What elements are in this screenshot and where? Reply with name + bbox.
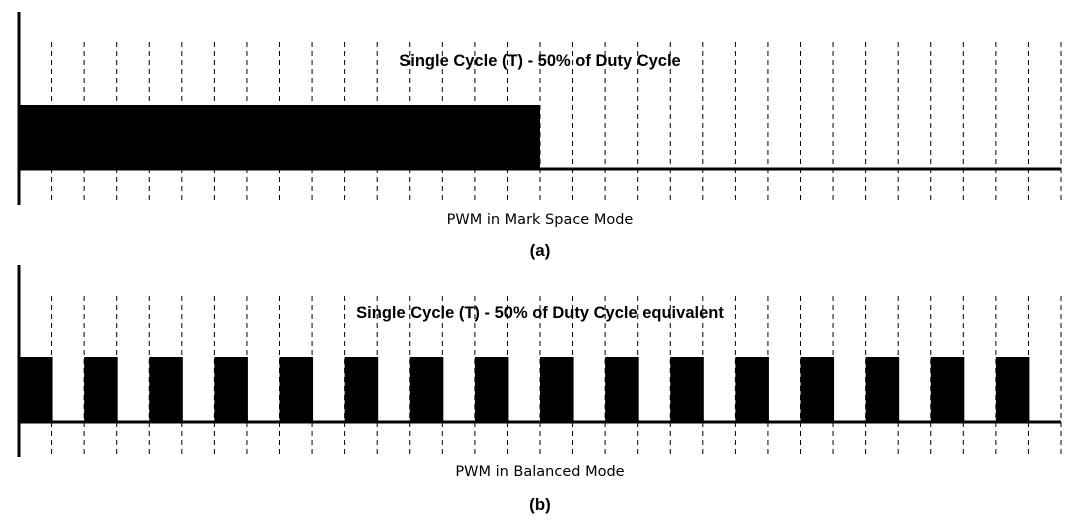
signal-high-pulse [670,357,704,422]
panel-b-label: (b) [529,495,551,514]
panel-a-caption: PWM in Mark Space Mode [447,212,634,228]
panel-b-caption: PWM in Balanced Mode [455,464,624,480]
signal-high-pulse [800,357,835,422]
signal-high-pulse [344,357,379,422]
panel-b-title: Single Cycle (T) - 50% of Duty Cycle equ… [356,304,724,322]
signal-high-pulse [19,357,53,422]
signal-high-pulse [605,357,639,422]
panel-b-balanced: Single Cycle (T) - 50% of Duty Cycle equ… [17,265,1062,514]
panel-a-pwm-signal [19,105,1061,171]
signal-high-pulse [930,357,965,422]
signal-high-pulse [474,357,509,422]
signal-high-pulse [995,357,1030,422]
signal-high-pulse [149,357,183,422]
signal-high-pulse [214,357,248,422]
signal-high-pulse [19,105,540,169]
signal-high-pulse [409,357,444,422]
panel-a-mark-space: Single Cycle (T) - 50% of Duty Cycle PWM… [17,12,1062,260]
signal-high-pulse [84,357,118,422]
signal-high-pulse [279,357,314,422]
signal-high-pulse [540,357,574,422]
signal-high-pulse [735,357,769,422]
panel-a-label: (a) [530,241,551,260]
panel-a-title: Single Cycle (T) - 50% of Duty Cycle [399,52,680,70]
panel-b-pwm-signal [19,357,1061,424]
signal-high-pulse [865,357,900,422]
